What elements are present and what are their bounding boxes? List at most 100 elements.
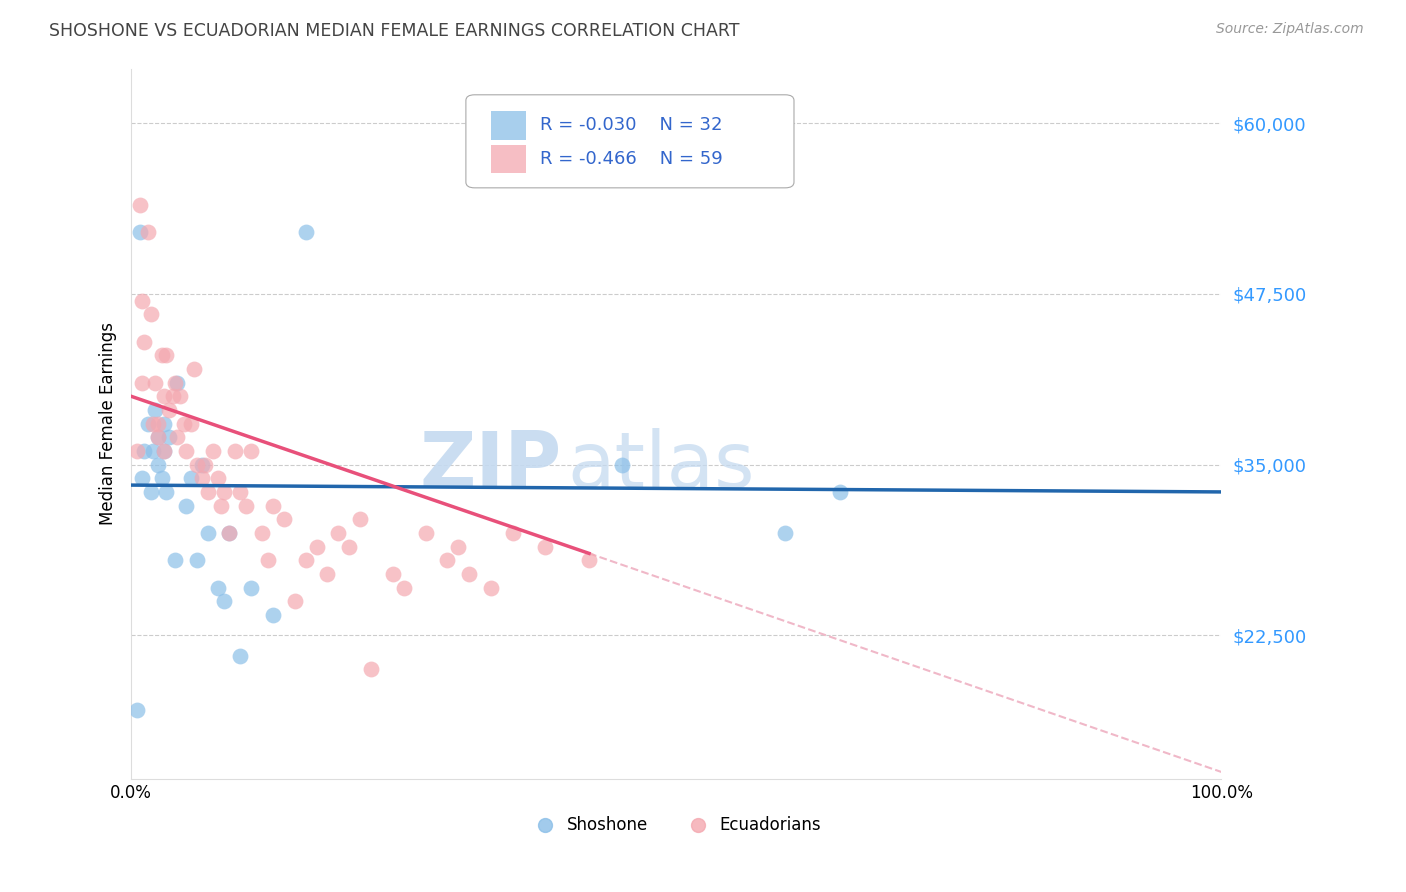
Point: [148, 417, 170, 431]
Point: [415, 525, 437, 540]
Point: [578, 553, 600, 567]
Point: [337, 540, 360, 554]
Point: [294, 553, 316, 567]
Point: [136, 226, 159, 240]
Point: [316, 566, 339, 581]
Point: [153, 444, 176, 458]
Point: [349, 512, 371, 526]
Point: [218, 525, 240, 540]
Point: [229, 484, 252, 499]
Point: [148, 430, 170, 444]
Point: [186, 458, 208, 472]
Point: [360, 663, 382, 677]
Point: [828, 484, 851, 499]
Text: SHOSHONE VS ECUADORIAN MEDIAN FEMALE EARNINGS CORRELATION CHART: SHOSHONE VS ECUADORIAN MEDIAN FEMALE EAR…: [49, 22, 740, 40]
Point: [186, 553, 208, 567]
Point: [191, 458, 214, 472]
Point: [197, 525, 219, 540]
Point: [148, 430, 170, 444]
Point: [150, 471, 173, 485]
Text: R = -0.030    N = 32: R = -0.030 N = 32: [540, 116, 723, 135]
Point: [142, 444, 165, 458]
Point: [131, 376, 153, 390]
Point: [174, 444, 197, 458]
Point: [201, 444, 224, 458]
Point: [218, 525, 240, 540]
Point: [162, 389, 184, 403]
Point: [392, 581, 415, 595]
Point: [262, 499, 284, 513]
Point: [169, 389, 191, 403]
Point: [163, 376, 186, 390]
Point: [166, 376, 188, 390]
Point: [240, 581, 263, 595]
Point: [155, 484, 177, 499]
Point: [153, 389, 176, 403]
Text: Source: ZipAtlas.com: Source: ZipAtlas.com: [1216, 22, 1364, 37]
Point: [129, 226, 152, 240]
FancyBboxPatch shape: [491, 112, 526, 139]
Point: [775, 525, 797, 540]
Point: [174, 499, 197, 513]
Point: [212, 594, 235, 608]
Point: [153, 417, 176, 431]
Point: [173, 417, 195, 431]
Point: [194, 458, 217, 472]
Point: [502, 525, 524, 540]
Point: [610, 458, 633, 472]
Text: R = -0.466    N = 59: R = -0.466 N = 59: [540, 150, 723, 168]
Point: [207, 471, 229, 485]
Point: [134, 444, 156, 458]
Point: [148, 458, 170, 472]
Point: [134, 334, 156, 349]
Point: [150, 348, 173, 362]
Point: [125, 703, 148, 717]
Point: [143, 376, 166, 390]
Point: [129, 198, 152, 212]
Point: [224, 444, 246, 458]
Point: [250, 525, 273, 540]
Point: [131, 471, 153, 485]
Point: [284, 594, 307, 608]
Point: [180, 471, 202, 485]
Point: [458, 566, 481, 581]
Point: [534, 540, 557, 554]
Point: [157, 430, 180, 444]
Text: Shoshone: Shoshone: [567, 816, 648, 834]
Text: atlas: atlas: [567, 428, 755, 504]
Point: [197, 484, 219, 499]
Point: [294, 226, 316, 240]
Point: [153, 444, 176, 458]
Point: [381, 566, 404, 581]
Point: [180, 417, 202, 431]
Point: [447, 540, 470, 554]
Point: [131, 293, 153, 308]
Point: [328, 525, 350, 540]
Point: [139, 484, 162, 499]
Point: [136, 417, 159, 431]
Point: [273, 512, 295, 526]
FancyBboxPatch shape: [491, 145, 526, 173]
Point: [142, 417, 165, 431]
Point: [262, 607, 284, 622]
Point: [207, 581, 229, 595]
Point: [229, 648, 252, 663]
Point: [125, 444, 148, 458]
Point: [256, 553, 278, 567]
FancyBboxPatch shape: [465, 95, 794, 188]
Text: ZIP: ZIP: [419, 428, 562, 504]
Point: [143, 403, 166, 417]
Point: [183, 362, 205, 376]
Point: [209, 499, 232, 513]
Point: [191, 471, 214, 485]
Point: [163, 553, 186, 567]
Point: [212, 484, 235, 499]
Point: [235, 499, 257, 513]
Point: [166, 430, 188, 444]
Point: [139, 307, 162, 321]
Point: [479, 581, 502, 595]
Point: [305, 540, 328, 554]
Point: [155, 348, 177, 362]
Point: [240, 444, 263, 458]
Point: [436, 553, 458, 567]
